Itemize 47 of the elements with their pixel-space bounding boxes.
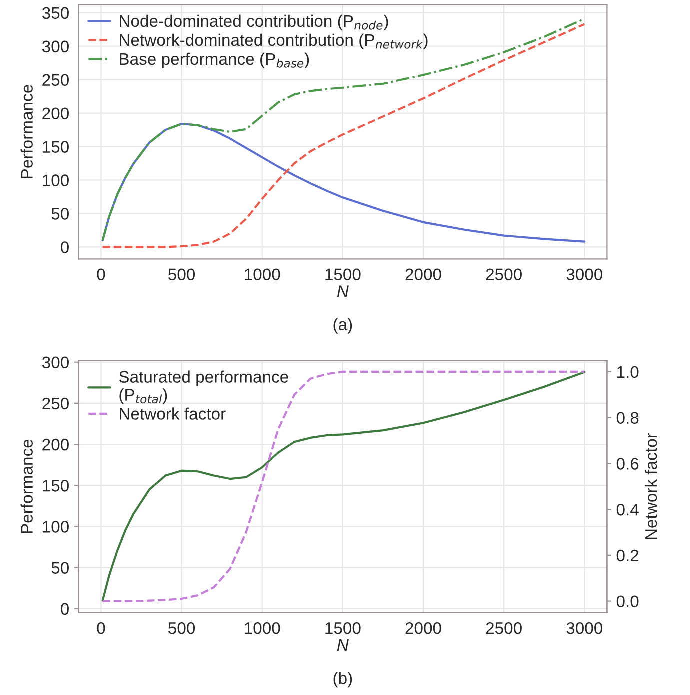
y-tick-label: 250 (42, 74, 69, 86)
y-tick-label: 100 (43, 174, 69, 186)
y2-tick-label: 0.6 (616, 458, 639, 470)
y-tick-label: 350 (42, 7, 69, 20)
y-tick-label: 200 (42, 108, 69, 120)
x-tick-label: 500 (168, 622, 196, 634)
y-tick-label: 0 (61, 242, 69, 254)
x-tick-label: 3000 (566, 622, 603, 634)
y2-tick-label: 0.2 (616, 550, 639, 562)
y-tick-label: 300 (42, 40, 69, 53)
y2-tick-label: 0.8 (616, 412, 639, 424)
x-tick-label: 1500 (326, 268, 361, 281)
x-tick-label: 500 (168, 268, 196, 281)
text: (b) (334, 672, 352, 688)
legend-label: Saturated performance (P$_{total}$) (119, 370, 288, 404)
y-tick-label: 50 (52, 208, 69, 220)
x-tick-label: 1500 (326, 622, 361, 634)
x-tick-label: 1000 (245, 268, 280, 281)
y-tick-label: 150 (43, 141, 69, 153)
y-tick-label: 0 (61, 603, 69, 616)
x-tick-label: 2500 (486, 268, 522, 281)
y2-tick-label: 0.4 (616, 504, 639, 516)
legend-label: Node-dominated contribution (P$_{node}$) (120, 14, 388, 30)
x-tick-label: 2000 (406, 268, 442, 281)
text: (a) (334, 318, 352, 334)
legend-label: Network factor (120, 408, 226, 420)
x-tick-label: 1000 (245, 622, 280, 634)
y-tick-label: 300 (42, 356, 69, 369)
y2-axis-title: Network factor (644, 433, 658, 540)
y2-tick-label: 0.0 (616, 596, 639, 608)
x-tick-label: 2500 (486, 622, 522, 634)
x-tick-label: 0 (97, 268, 106, 281)
x-tick-label: 0 (97, 622, 106, 634)
y-axis-title: Performance (20, 440, 33, 534)
y2-tick-label: 1.0 (618, 366, 639, 378)
legend-label: Network-dominated contribution (P$_{network}$) (120, 34, 428, 50)
legend-label: Base performance (P$_{base}$) (120, 52, 310, 68)
x-tick-label: 3000 (566, 268, 603, 281)
y-tick-label: 250 (42, 398, 69, 410)
y-tick-label: 100 (43, 521, 69, 533)
y-tick-label: 200 (42, 438, 69, 451)
x-axis-title: N (337, 640, 349, 652)
x-axis-title: N (337, 286, 349, 298)
x-tick-label: 2000 (406, 622, 442, 634)
y-tick-label: 50 (52, 562, 69, 574)
y-axis-title: Performance (20, 85, 33, 178)
y-tick-label: 150 (43, 480, 69, 492)
